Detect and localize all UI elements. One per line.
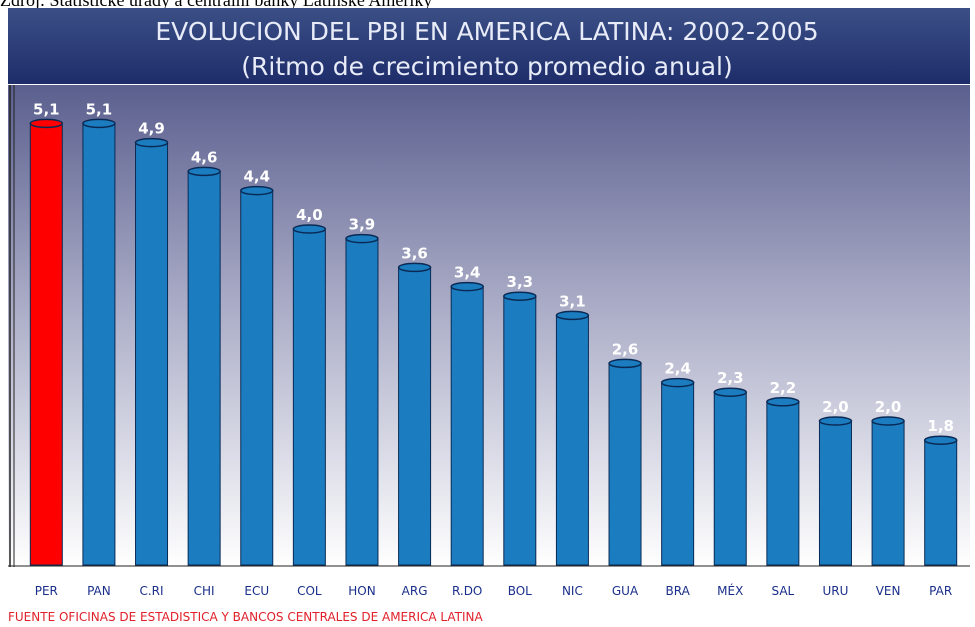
value-label: 2,4 — [664, 360, 691, 378]
x-tick-label: BOL — [508, 584, 532, 598]
value-label: 3,9 — [349, 216, 376, 234]
bar — [240, 190, 274, 566]
value-label: 3,6 — [401, 244, 428, 262]
bar-cap — [345, 233, 379, 244]
value-label: 2,0 — [875, 398, 902, 416]
bar — [555, 314, 589, 566]
bar — [818, 420, 852, 566]
bar-cap — [555, 310, 590, 321]
bar-cap — [187, 166, 221, 177]
bar-cap — [240, 185, 274, 196]
bar-cap — [292, 224, 327, 234]
bar-cap — [82, 118, 116, 129]
value-label: 5,1 — [33, 100, 60, 118]
x-tick-label: ARG — [402, 584, 428, 598]
bar-cap — [397, 262, 432, 273]
value-label: 3,4 — [454, 264, 481, 282]
x-tick-label: SAL — [771, 584, 794, 598]
bar — [398, 266, 432, 566]
title-bar — [8, 8, 970, 84]
bar-cap — [818, 416, 853, 426]
bar — [608, 362, 642, 566]
x-tick-label: C.RI — [139, 584, 163, 598]
value-label: 3,1 — [559, 292, 586, 310]
bar — [135, 142, 169, 566]
bar — [713, 391, 747, 566]
bar — [82, 122, 116, 566]
chart-subtitle: (Ritmo de crecimiento promedio anual) — [241, 52, 733, 81]
bar — [187, 170, 221, 566]
bar-cap — [923, 435, 958, 445]
bar-cap — [871, 416, 905, 426]
bar — [345, 238, 379, 566]
x-tick-label: BRA — [665, 584, 690, 598]
x-tick-label: VEN — [876, 584, 901, 598]
bar — [924, 439, 958, 566]
value-label: 2,0 — [822, 398, 849, 416]
bar — [292, 228, 326, 566]
bar-cap — [29, 118, 64, 129]
x-tick-label: PAN — [87, 584, 111, 598]
bar-cap — [134, 137, 169, 148]
chart-title: EVOLUCION DEL PBI EN AMERICA LATINA: 200… — [155, 17, 818, 46]
value-label: 2,3 — [717, 369, 744, 387]
value-label: 4,4 — [243, 168, 270, 186]
value-label: 2,2 — [770, 379, 797, 397]
value-label: 1,8 — [927, 417, 954, 435]
value-label: 4,9 — [138, 120, 165, 138]
x-tick-label: CHI — [194, 584, 215, 598]
bar-cap — [660, 377, 695, 388]
footer-source: FUENTE OFICINAS DE ESTADISTICA Y BANCOS … — [8, 610, 483, 624]
bar-cap — [766, 397, 800, 407]
bar — [29, 122, 63, 566]
bar — [503, 295, 537, 566]
bar-cap — [450, 281, 484, 292]
bar — [450, 286, 484, 566]
value-label: 3,3 — [507, 273, 534, 291]
x-tick-label: PAR — [929, 584, 952, 598]
x-tick-label: MÉX — [717, 583, 743, 598]
value-label: 4,6 — [191, 148, 218, 166]
x-tick-label: GUA — [612, 584, 639, 598]
x-tick-label: COL — [297, 584, 322, 598]
bar-cap — [608, 358, 642, 369]
bar-cap — [713, 387, 747, 397]
x-tick-label: PER — [35, 584, 58, 598]
x-tick-label: HON — [348, 584, 375, 598]
bar-cap — [503, 291, 537, 301]
value-label: 2,6 — [612, 340, 639, 358]
x-tick-label: NIC — [562, 584, 583, 598]
value-label: 5,1 — [86, 100, 113, 118]
plot-area — [8, 85, 970, 567]
x-tick-label: URU — [823, 584, 849, 598]
bar — [661, 382, 695, 566]
bar — [871, 420, 905, 566]
x-tick-label: R.DO — [452, 584, 482, 598]
x-tick-label: ECU — [244, 584, 269, 598]
source-note: Zdroj: Statistické úřady a centrální ban… — [0, 0, 432, 10]
value-label: 4,0 — [296, 206, 323, 224]
bar — [766, 401, 800, 566]
